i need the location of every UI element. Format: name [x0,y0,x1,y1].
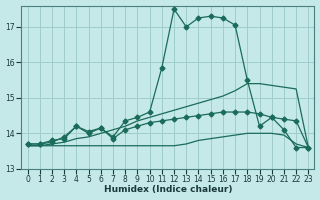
X-axis label: Humidex (Indice chaleur): Humidex (Indice chaleur) [104,185,232,194]
